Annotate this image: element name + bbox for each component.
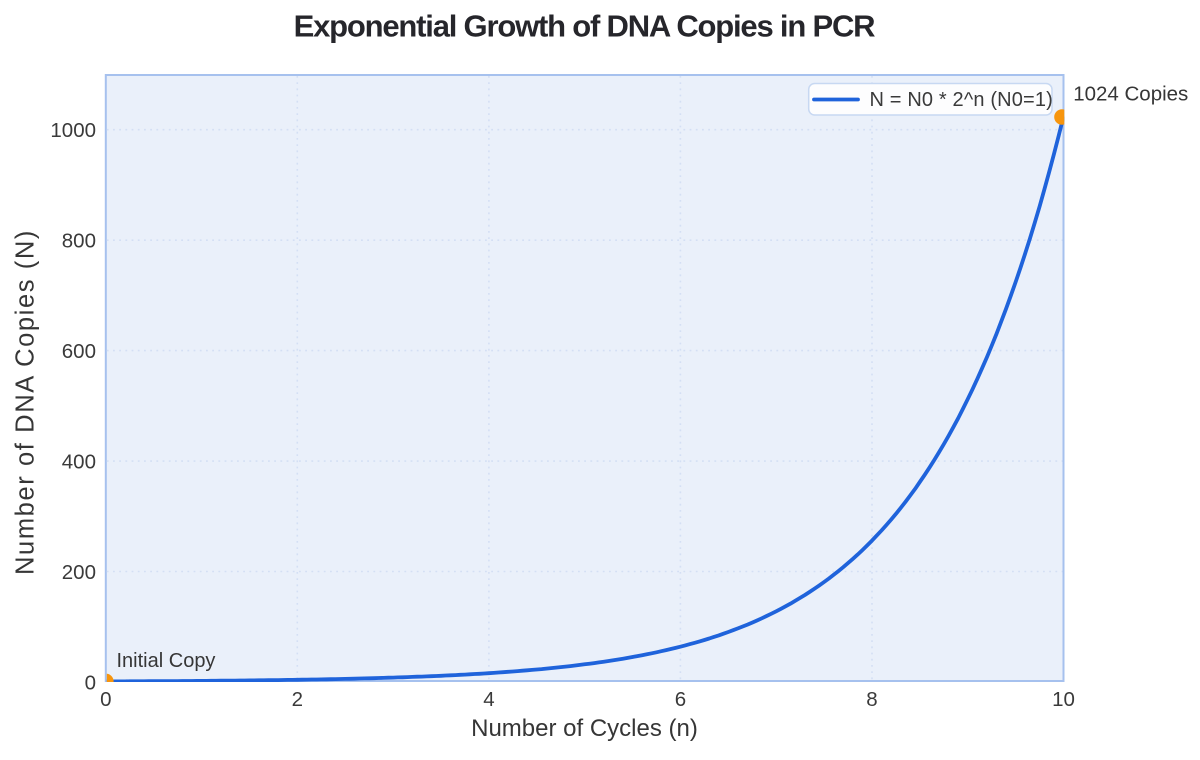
svg-text:8: 8 <box>866 688 877 711</box>
svg-text:Number of Cycles (n): Number of Cycles (n) <box>471 715 698 742</box>
svg-text:600: 600 <box>62 340 96 363</box>
svg-text:400: 400 <box>62 451 96 474</box>
svg-text:10: 10 <box>1052 688 1075 711</box>
svg-text:200: 200 <box>62 561 96 584</box>
svg-text:0: 0 <box>85 671 96 694</box>
svg-text:0: 0 <box>100 688 111 711</box>
svg-text:1000: 1000 <box>50 119 96 142</box>
svg-text:4: 4 <box>483 688 494 711</box>
svg-text:800: 800 <box>62 230 96 253</box>
svg-text:N = N0 * 2^n (N0=1): N = N0 * 2^n (N0=1) <box>870 89 1053 111</box>
svg-text:2: 2 <box>292 688 303 711</box>
svg-text:Number of DNA Copies (N): Number of DNA Copies (N) <box>12 229 40 575</box>
svg-text:6: 6 <box>675 688 686 711</box>
svg-text:1024 Copies: 1024 Copies <box>1073 83 1188 106</box>
svg-text:Exponential Growth of DNA Copi: Exponential Growth of DNA Copies in PCR <box>294 9 875 44</box>
svg-text:Initial Copy: Initial Copy <box>117 650 216 672</box>
